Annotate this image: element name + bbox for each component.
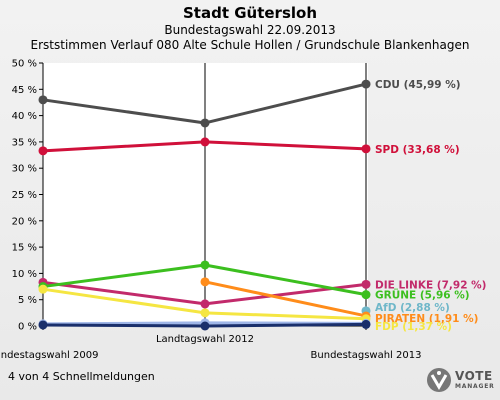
x-tick-label-1: Landtagswahl 2012 [156, 334, 254, 345]
series-label-gr-ne: GRÜNE (5,96 %) [375, 288, 470, 302]
y-tick-label-4: 20 % [12, 216, 37, 227]
y-tick-label-3: 15 % [12, 243, 37, 254]
data-point-cdu-2 [361, 79, 371, 89]
logo-line1: VOTE [455, 369, 493, 383]
data-point-spd-1 [200, 137, 210, 147]
series-line-piraten [204, 280, 367, 318]
y-tick-label-9: 45 % [12, 85, 37, 96]
y-tick-label-1: 5 % [18, 295, 37, 306]
votemanager-logo-icon [427, 368, 451, 392]
data-point-npd-0 [38, 320, 48, 330]
chart-subtitle: Bundestagswahl 22.09.2013 [164, 23, 336, 37]
series-label-fdp: FDP (1,37 %) [375, 321, 452, 333]
data-point-fdp-0 [38, 284, 48, 294]
y-tick-label-7: 35 % [12, 137, 37, 148]
footer-text: 4 von 4 Schnellmeldungen [8, 370, 155, 383]
data-point-piraten-1 [200, 277, 210, 287]
data-point-fdp-1 [200, 308, 210, 318]
series-label-die-linke: DIE LINKE (7,92 %) [375, 279, 486, 291]
y-tick-label-6: 30 % [12, 164, 37, 175]
series-label-afd: AfD (2,88 %) [375, 302, 450, 314]
y-tick-label-0: 0 % [18, 322, 37, 333]
series-label-spd: SPD (33,68 %) [375, 144, 460, 156]
y-tick-label-10: 50 % [12, 59, 37, 70]
series-label-piraten: PIRATEN (1,91 %) [375, 313, 478, 325]
data-point-cdu-0 [38, 95, 48, 105]
votemanager-logo: VOTE MANAGER [425, 366, 497, 396]
logo-line2: MANAGER [455, 383, 495, 390]
x-tick-label-0: Bundestagswahl 2009 [0, 350, 98, 361]
chart-subtitle-detail: Erststimmen Verlauf 080 Alte Schule Holl… [30, 38, 470, 52]
data-point-spd-2 [361, 144, 371, 154]
data-point-npd-1 [200, 321, 210, 331]
y-tick-label-5: 25 % [12, 190, 37, 201]
y-tick-label-8: 40 % [12, 111, 37, 122]
data-point-gr-ne-1 [200, 260, 210, 270]
series-label-cdu: CDU (45,99 %) [375, 79, 461, 91]
data-point-spd-0 [38, 146, 48, 156]
x-tick-label-2: Bundestagswahl 2013 [311, 350, 422, 361]
data-point-cdu-1 [200, 118, 210, 128]
y-tick-label-2: 10 % [12, 269, 37, 280]
data-point-npd-2 [361, 319, 371, 329]
data-point-die-linke-1 [200, 299, 210, 309]
chart-title: Stadt Gütersloh [182, 4, 317, 22]
data-point-gr-ne-2 [361, 290, 371, 300]
data-point-die-linke-2 [361, 279, 371, 289]
